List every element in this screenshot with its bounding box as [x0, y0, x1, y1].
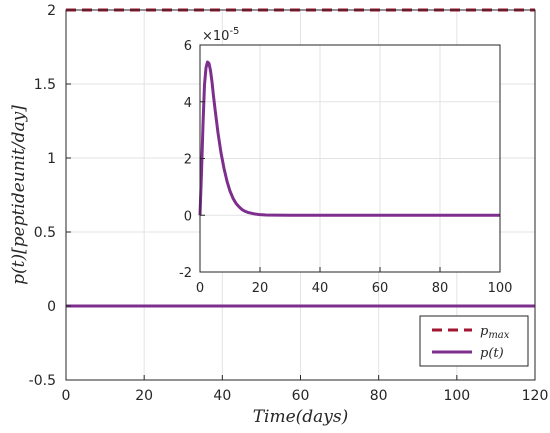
main-x-tick-label: 60	[292, 388, 310, 404]
inset-x-tick-label: 0	[196, 281, 204, 296]
main-y-ticks: -0.5 0 0.5 1 1.5 2	[29, 3, 71, 389]
inset-y-tick-label: 4	[184, 96, 192, 111]
main-y-tick-label: 2	[47, 3, 56, 19]
main-y-tick-label: -0.5	[29, 373, 56, 389]
main-y-tick-label: 0	[47, 299, 56, 315]
y-axis-label: p(t)[peptideunit/day]	[9, 105, 29, 285]
main-x-tick-label: 120	[522, 388, 549, 404]
inset-x-tick-label: 40	[312, 281, 329, 296]
main-y-tick-label: 0.5	[34, 225, 56, 241]
inset-x-tick-label: 100	[488, 281, 513, 296]
inset-y-tick-label: 0	[184, 209, 192, 224]
inset-x-ticks: 0 20 40 60 80 100	[196, 267, 513, 296]
legend-label: p(t)	[480, 346, 504, 361]
inset-x-tick-label: 20	[252, 281, 269, 296]
main-y-tick-label: 1	[47, 151, 56, 167]
inset-lines	[198, 60, 500, 217]
main-x-ticks: 0 20 40 60 80 100 120	[62, 375, 549, 404]
main-y-tick-label: 1.5	[34, 77, 56, 93]
main-x-tick-label: 100	[443, 388, 470, 404]
main-x-tick-label: 20	[135, 388, 153, 404]
inset-y-scale-label: ×10-5	[202, 26, 239, 44]
inset-x-tick-label: 80	[432, 281, 449, 296]
legend-box	[419, 315, 529, 367]
inset-series-line	[198, 60, 500, 217]
main-x-tick-label: 0	[62, 388, 71, 404]
legend: pmax p(t)	[419, 315, 529, 367]
main-x-tick-label: 40	[213, 388, 231, 404]
x-axis-label: Time(days)	[253, 407, 349, 427]
inset-y-tick-label: 2	[184, 153, 192, 168]
inset-x-tick-label: 60	[372, 281, 389, 296]
inset-y-ticks: -2 0 2 4 6	[179, 39, 205, 281]
inset-y-tick-label: 6	[184, 39, 192, 54]
inset-y-tick-label: -2	[179, 266, 192, 281]
main-x-tick-label: 80	[370, 388, 388, 404]
legend-items: pmax p(t)	[432, 324, 510, 361]
inset-plot: 0 20 40 60 80 100 -2 0 2 4 6 ×10-5	[179, 26, 512, 296]
legend-label: pmax	[480, 324, 510, 341]
